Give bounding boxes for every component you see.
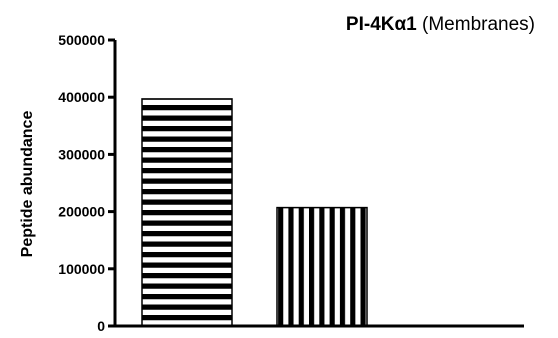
y-tick-label: 400000: [58, 89, 105, 105]
chart-title-bold: PI-4Kα1: [346, 14, 417, 35]
chart-title-rest: (Membranes): [417, 14, 535, 35]
bar-1: [141, 98, 233, 327]
svg-text:PI-4Kα1 (Membranes): PI-4Kα1 (Membranes): [346, 14, 535, 35]
y-tick-label: 100000: [58, 261, 105, 277]
y-axis-ticks: 0 100000 200000 300000 400000 500000: [58, 32, 115, 334]
chart-title: PI-4Kα1 (Membranes): [346, 14, 535, 35]
y-tick-label: 0: [97, 318, 105, 334]
y-tick-label: 500000: [58, 32, 105, 48]
bar-2: [276, 206, 368, 327]
y-tick-label: 200000: [58, 204, 105, 220]
bars-group: [141, 98, 368, 327]
y-axis-label: Peptide abundance: [19, 111, 36, 258]
y-tick-label: 300000: [58, 146, 105, 162]
